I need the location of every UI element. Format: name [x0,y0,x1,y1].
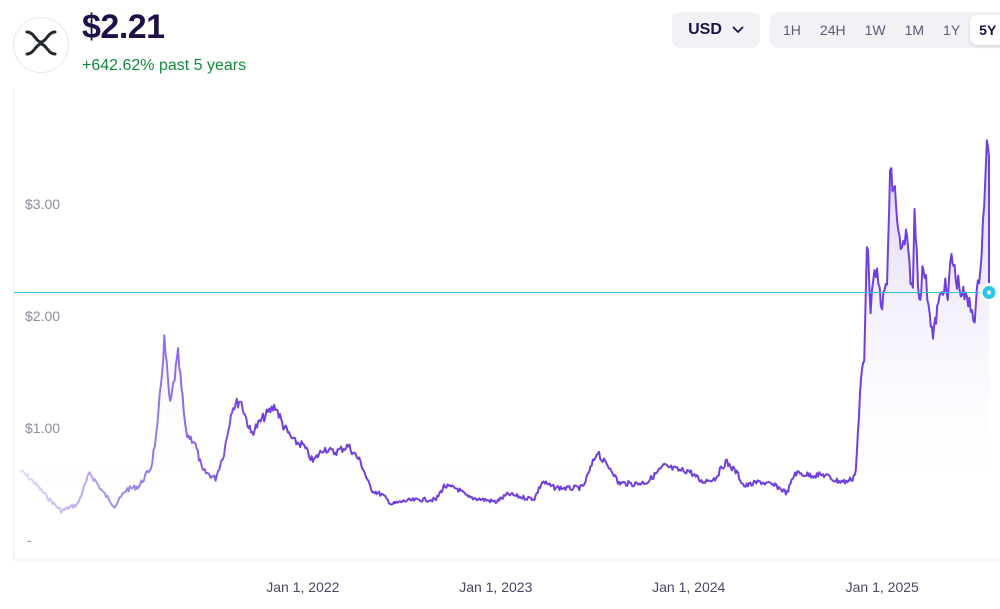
time-range-selector: 1H 24H 1W 1M 1Y 5Y [770,12,1000,48]
range-24h[interactable]: 24H [811,15,855,45]
range-1m[interactable]: 1M [896,15,933,45]
y-axis: - $1.00 $2.00 $3.00 [25,196,60,548]
y-tick-label-bottom: - [27,532,32,548]
y-tick-label: $3.00 [25,196,60,212]
x-tick-label: Jan 1, 2022 [266,579,339,595]
price-line [19,139,990,514]
current-price-dot-center [987,290,991,295]
xrp-logo [13,17,69,73]
y-tick-label: $1.00 [25,420,60,436]
range-1w[interactable]: 1W [856,15,895,45]
x-tick-label: Jan 1, 2023 [459,579,532,595]
x-axis: Jan 1, 2022 Jan 1, 2023 Jan 1, 2024 Jan 1, … [266,579,919,595]
price-area [20,140,989,513]
price-change: +642.62% past 5 years [82,57,247,74]
currency-select[interactable]: USD [672,12,760,48]
chevron-down-icon [732,21,744,39]
current-price: $2.21 [82,8,165,46]
range-5y[interactable]: 5Y [970,15,1000,45]
x-tick-label: Jan 1, 2024 [652,579,725,595]
currency-label: USD [688,21,722,38]
y-tick-label: $2.00 [25,308,60,324]
x-tick-label: Jan 1, 2025 [846,579,919,595]
range-1h[interactable]: 1H [774,15,810,45]
xrp-x-icon [25,30,57,61]
range-1y[interactable]: 1Y [934,15,969,45]
